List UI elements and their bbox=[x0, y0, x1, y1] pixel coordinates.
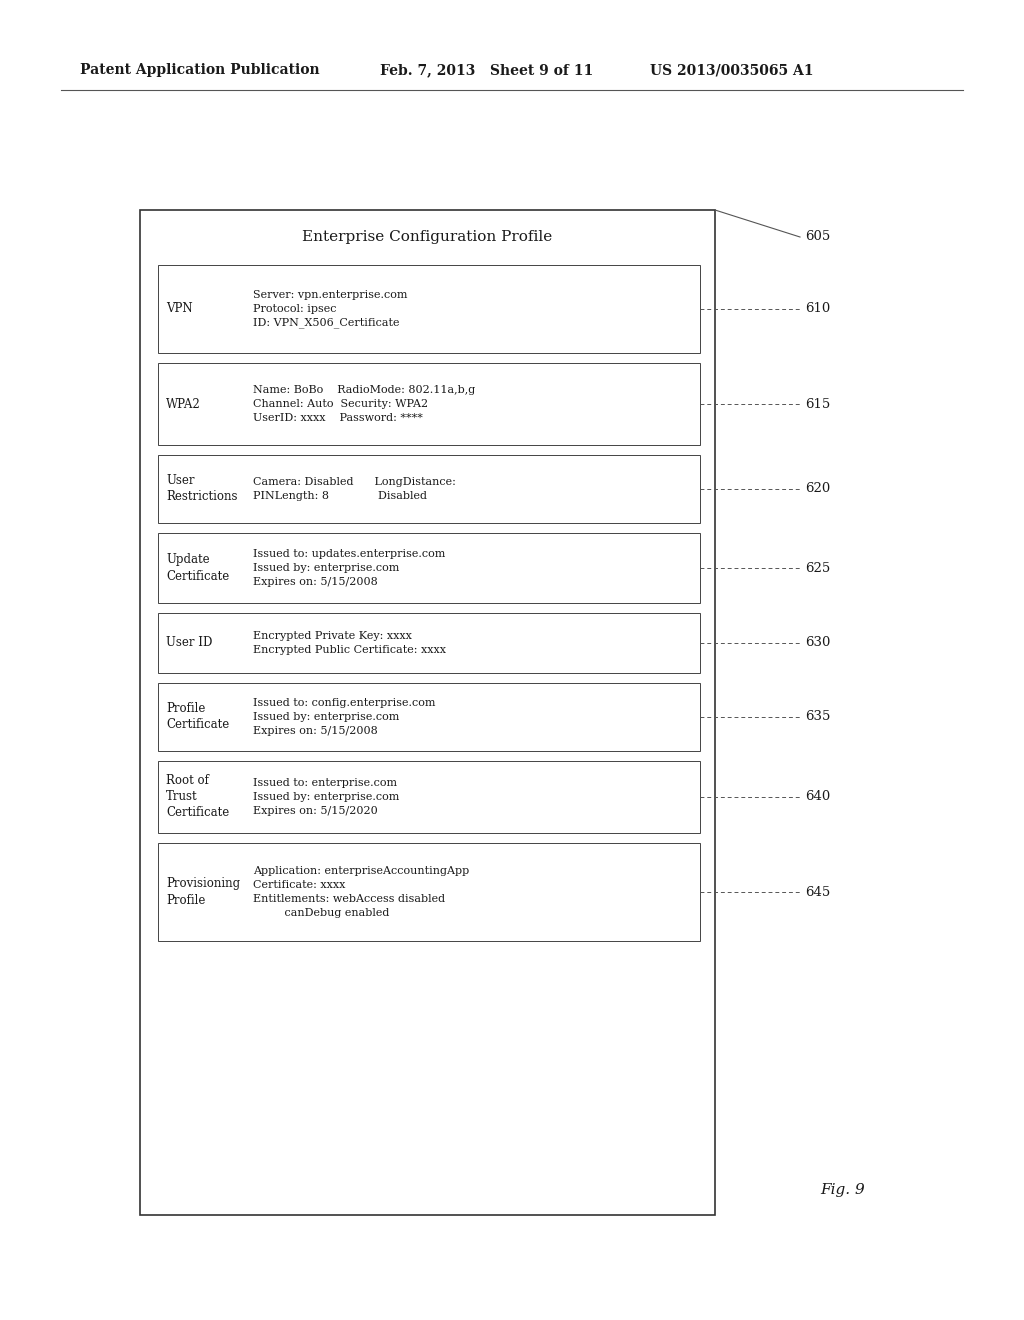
Text: Provisioning
Profile: Provisioning Profile bbox=[166, 878, 240, 907]
Text: Channel: Auto  Security: WPA2: Channel: Auto Security: WPA2 bbox=[253, 399, 428, 409]
Text: 615: 615 bbox=[805, 397, 830, 411]
Text: Feb. 7, 2013   Sheet 9 of 11: Feb. 7, 2013 Sheet 9 of 11 bbox=[380, 63, 593, 77]
Text: ID: VPN_X506_Certificate: ID: VPN_X506_Certificate bbox=[253, 318, 399, 329]
Text: 605: 605 bbox=[805, 231, 830, 243]
Text: Protocol: ipsec: Protocol: ipsec bbox=[253, 304, 337, 314]
Bar bbox=[158, 612, 700, 673]
Text: Fig. 9: Fig. 9 bbox=[820, 1183, 864, 1197]
Text: VPN: VPN bbox=[166, 302, 193, 315]
Text: PINLength: 8              Disabled: PINLength: 8 Disabled bbox=[253, 491, 427, 502]
Text: Enterprise Configuration Profile: Enterprise Configuration Profile bbox=[302, 230, 553, 244]
Text: WPA2: WPA2 bbox=[166, 397, 201, 411]
Text: 645: 645 bbox=[805, 886, 830, 899]
Bar bbox=[158, 363, 700, 445]
Bar bbox=[158, 533, 700, 603]
Text: Name: BoBo    RadioMode: 802.11a,b,g: Name: BoBo RadioMode: 802.11a,b,g bbox=[253, 385, 475, 395]
Text: User
Restrictions: User Restrictions bbox=[166, 474, 238, 503]
Text: Application: enterpriseAccountingApp: Application: enterpriseAccountingApp bbox=[253, 866, 469, 876]
Text: Issued to: updates.enterprise.com: Issued to: updates.enterprise.com bbox=[253, 549, 445, 558]
Bar bbox=[140, 210, 715, 1214]
Bar bbox=[158, 265, 700, 352]
Text: 620: 620 bbox=[805, 483, 830, 495]
Text: Profile
Certificate: Profile Certificate bbox=[166, 702, 229, 731]
Text: Certificate: xxxx: Certificate: xxxx bbox=[253, 880, 345, 890]
Text: Camera: Disabled      LongDistance:: Camera: Disabled LongDistance: bbox=[253, 477, 456, 487]
Text: canDebug enabled: canDebug enabled bbox=[253, 908, 389, 917]
Text: 640: 640 bbox=[805, 791, 830, 804]
Text: Issued by: enterprise.com: Issued by: enterprise.com bbox=[253, 711, 399, 722]
Bar bbox=[158, 762, 700, 833]
Text: Encrypted Private Key: xxxx: Encrypted Private Key: xxxx bbox=[253, 631, 412, 642]
Text: User ID: User ID bbox=[166, 636, 212, 649]
Text: 630: 630 bbox=[805, 636, 830, 649]
Text: Server: vpn.enterprise.com: Server: vpn.enterprise.com bbox=[253, 290, 408, 300]
Text: 625: 625 bbox=[805, 561, 830, 574]
Text: Patent Application Publication: Patent Application Publication bbox=[80, 63, 319, 77]
Text: Root of
Trust
Certificate: Root of Trust Certificate bbox=[166, 775, 229, 820]
Bar bbox=[158, 843, 700, 941]
Text: Entitlements: webAccess disabled: Entitlements: webAccess disabled bbox=[253, 894, 445, 904]
Text: Update
Certificate: Update Certificate bbox=[166, 553, 229, 582]
Text: Issued by: enterprise.com: Issued by: enterprise.com bbox=[253, 564, 399, 573]
Text: Expires on: 5/15/2008: Expires on: 5/15/2008 bbox=[253, 726, 378, 737]
Text: Issued to: config.enterprise.com: Issued to: config.enterprise.com bbox=[253, 698, 435, 708]
Text: 635: 635 bbox=[805, 710, 830, 723]
Text: US 2013/0035065 A1: US 2013/0035065 A1 bbox=[650, 63, 813, 77]
Text: 610: 610 bbox=[805, 302, 830, 315]
Text: Issued to: enterprise.com: Issued to: enterprise.com bbox=[253, 777, 397, 788]
Text: Issued by: enterprise.com: Issued by: enterprise.com bbox=[253, 792, 399, 803]
Bar bbox=[158, 455, 700, 523]
Text: Expires on: 5/15/2008: Expires on: 5/15/2008 bbox=[253, 577, 378, 587]
Text: UserID: xxxx    Password: ****: UserID: xxxx Password: **** bbox=[253, 413, 423, 422]
Text: Expires on: 5/15/2020: Expires on: 5/15/2020 bbox=[253, 807, 378, 816]
Bar bbox=[158, 682, 700, 751]
Text: Encrypted Public Certificate: xxxx: Encrypted Public Certificate: xxxx bbox=[253, 645, 446, 655]
